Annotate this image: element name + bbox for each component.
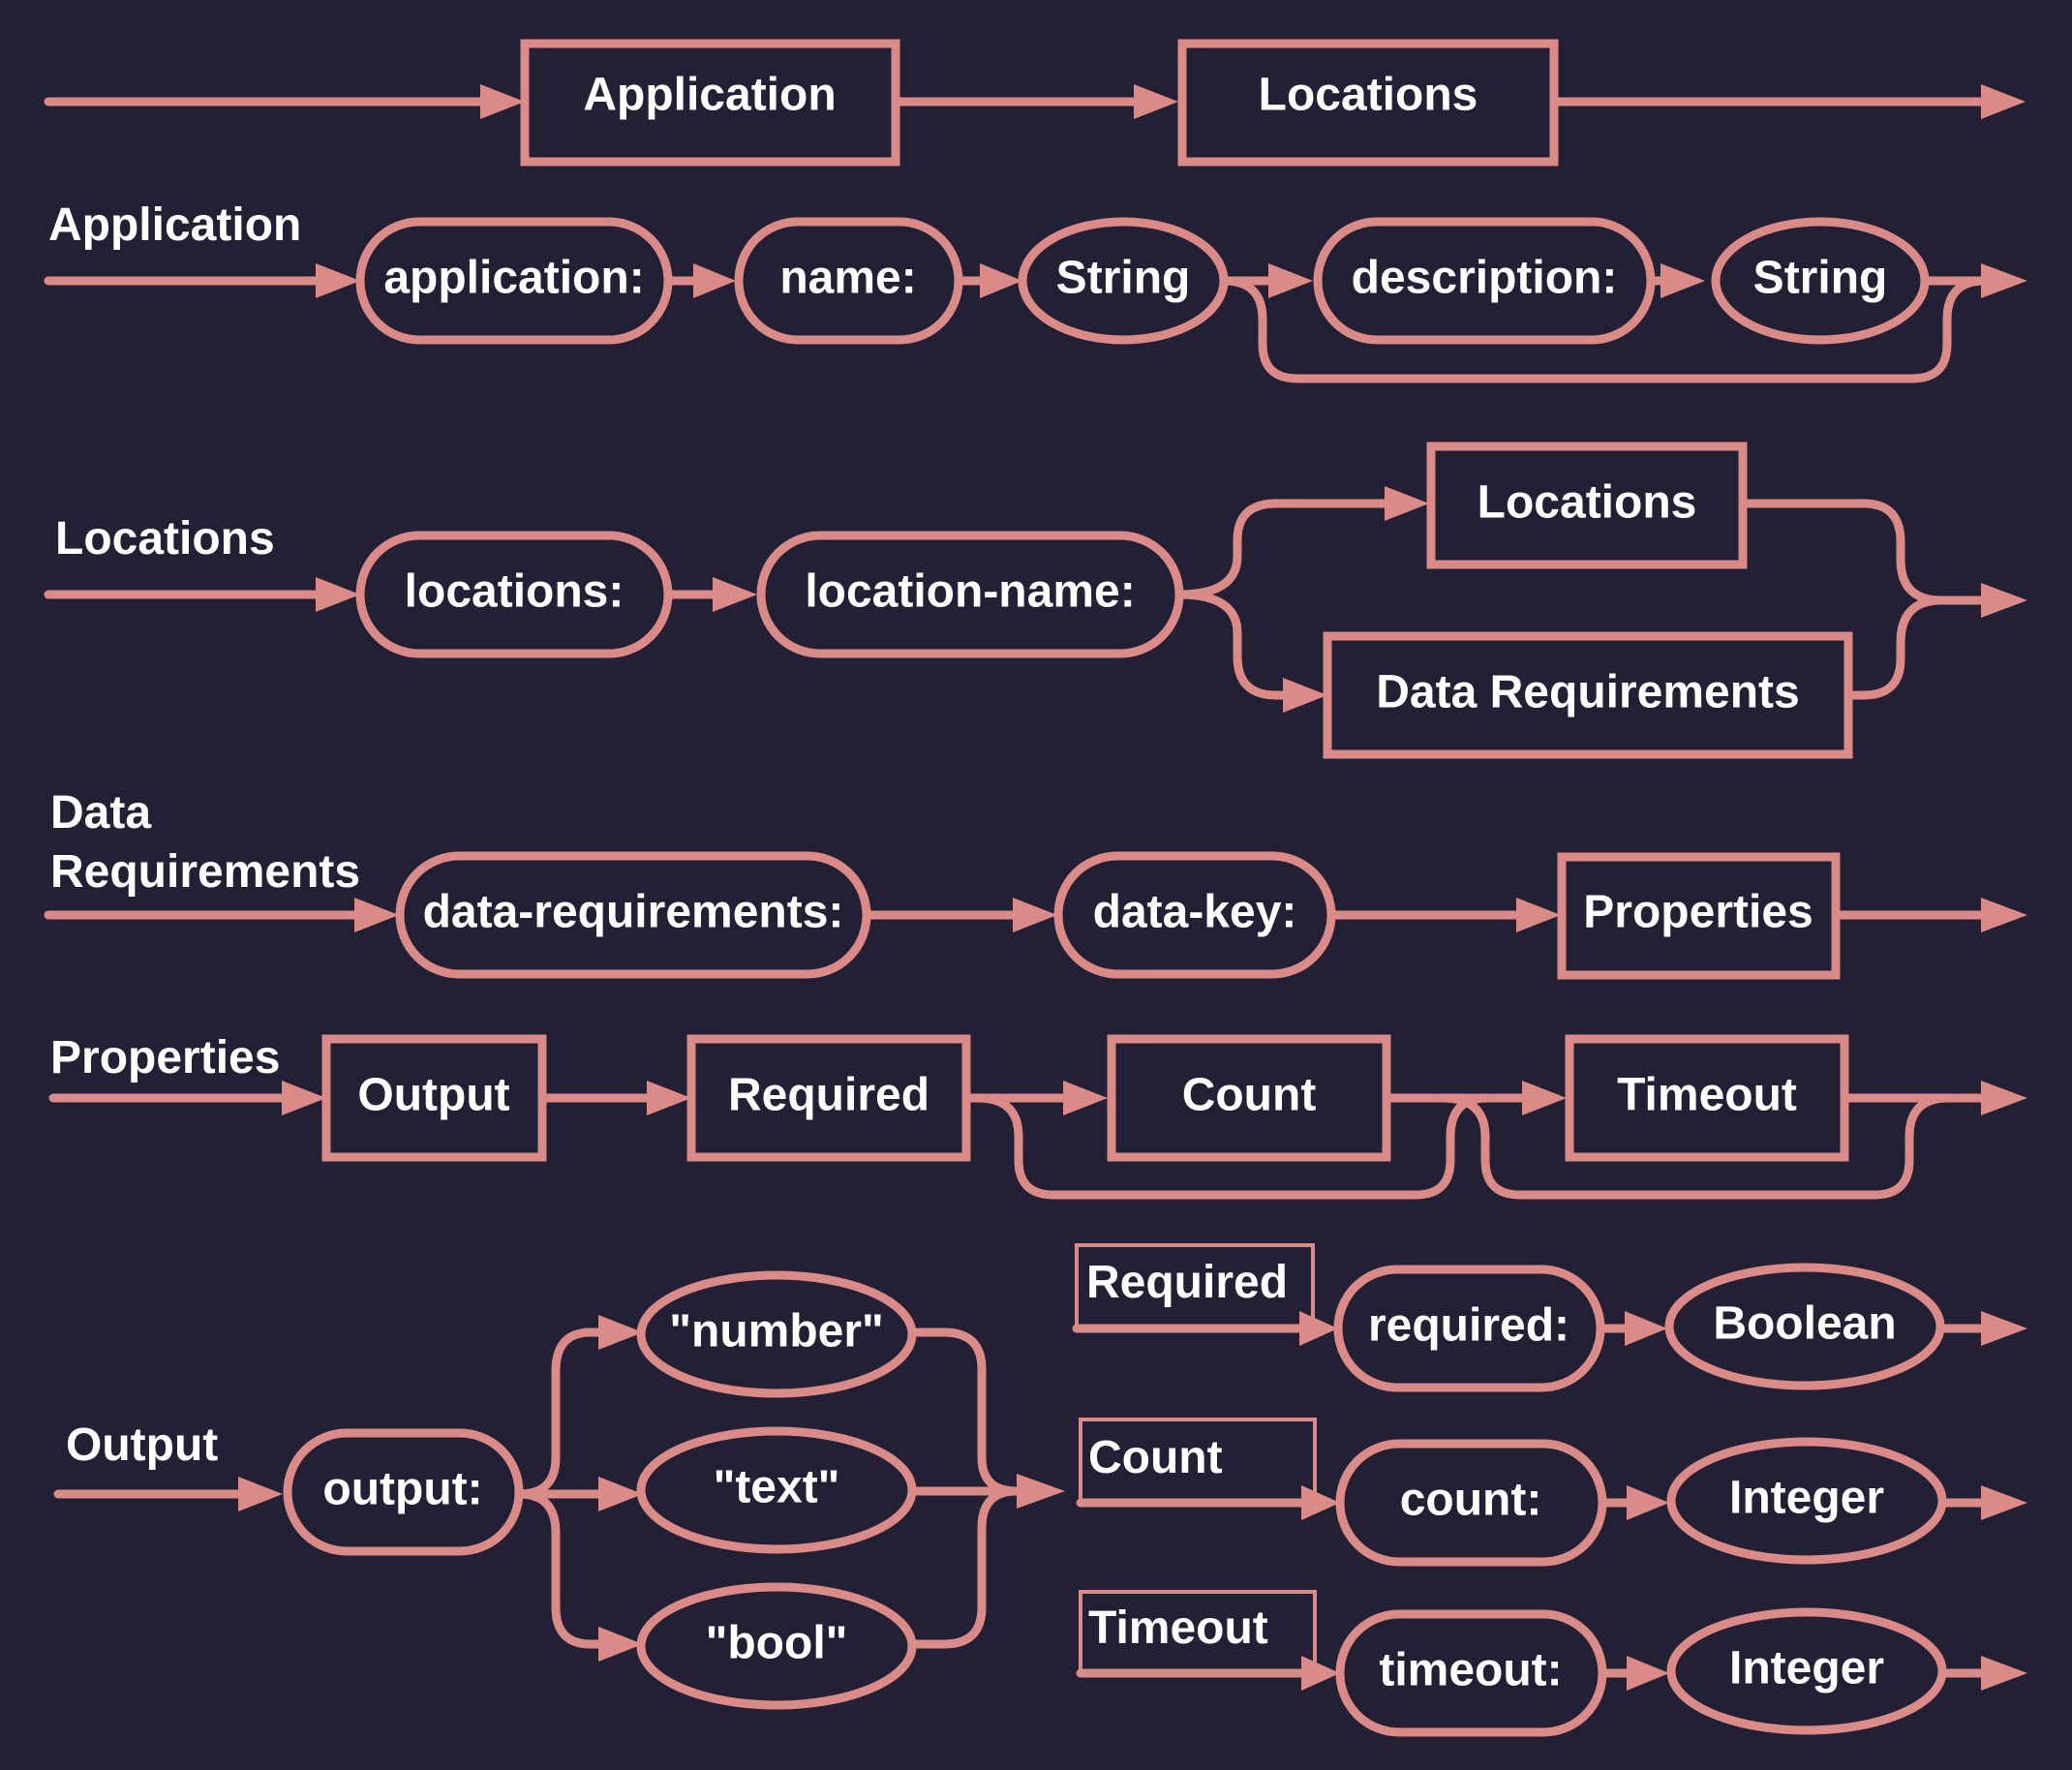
location-name-keyword-terminal — [756, 531, 1184, 658]
description-string-label: String — [1753, 253, 1888, 304]
output-keyword-label: output: — [322, 1464, 482, 1515]
name-string-type — [1018, 217, 1229, 345]
top-locations-label: Locations — [1259, 70, 1478, 121]
count-integer-type — [1666, 1437, 1947, 1565]
timeout-ref-box — [1565, 1034, 1849, 1162]
data-requirements-ref-label: Data Requirements — [1376, 667, 1799, 718]
timeout-ref-label: Timeout — [1617, 1070, 1797, 1121]
count-rule-title: Count — [1088, 1432, 1223, 1483]
properties-rule-title: Properties — [50, 1032, 280, 1083]
count-ref-box — [1107, 1034, 1391, 1162]
row-required: Required required: Boolean — [1072, 1243, 2027, 1392]
number-literal — [636, 1270, 917, 1398]
required-rule-title: Required — [1086, 1257, 1288, 1308]
required-keyword-label: required: — [1368, 1300, 1569, 1352]
count-keyword-label: count: — [1400, 1475, 1542, 1526]
bool-literal — [636, 1582, 917, 1710]
data-requirements-rule-title-line1: Data — [50, 787, 151, 839]
required-ref-label: Required — [728, 1070, 929, 1121]
timeout-integer-label: Integer — [1729, 1643, 1884, 1694]
row-data-requirements: Data Requirements data-requirements: dat… — [44, 787, 2027, 980]
top-locations-box — [1177, 39, 1559, 167]
application-keyword-terminal — [355, 217, 673, 345]
data-requirements-keyword-label: data-requirements: — [423, 887, 844, 938]
required-ref-box — [686, 1034, 971, 1162]
timeout-integer-type — [1666, 1607, 1947, 1735]
output-keyword-terminal — [283, 1428, 524, 1556]
data-key-keyword-label: data-key: — [1093, 887, 1297, 938]
data-requirements-rule-title-line2: Requirements — [50, 846, 360, 898]
timeout-keyword-terminal — [1335, 1609, 1607, 1737]
location-name-keyword-label: location-name: — [805, 566, 1135, 618]
description-keyword-terminal — [1313, 217, 1656, 345]
row-locations: Locations locations: location-name: Loca… — [44, 442, 2027, 759]
name-keyword-label: name: — [779, 253, 916, 304]
data-requirements-ref-box — [1323, 631, 1853, 759]
locations-keyword-terminal — [355, 531, 673, 658]
required-keyword-terminal — [1333, 1265, 1605, 1392]
number-literal-label: "number" — [669, 1306, 884, 1358]
output-ref-box — [321, 1034, 547, 1162]
locations-rule-title: Locations — [55, 513, 275, 565]
application-keyword-label: application: — [383, 253, 644, 304]
timeout-keyword-label: timeout: — [1379, 1645, 1562, 1696]
text-literal — [636, 1426, 917, 1554]
properties-ref-label: Properties — [1583, 887, 1813, 938]
top-application-box — [520, 39, 900, 167]
locations-ref-label: Locations — [1478, 477, 1697, 529]
count-keyword-terminal — [1335, 1439, 1607, 1567]
locations-keyword-label: locations: — [405, 566, 625, 618]
bool-literal-label: "bool" — [706, 1618, 848, 1669]
row-count: Count count: Integer — [1076, 1418, 2027, 1567]
text-literal-label: "text" — [714, 1462, 840, 1513]
row-timeout: Timeout timeout: Integer — [1076, 1590, 2027, 1737]
name-string-label: String — [1056, 253, 1191, 304]
boolean-type-label: Boolean — [1713, 1298, 1896, 1350]
count-ref-label: Count — [1182, 1070, 1317, 1121]
row-application: Application application: name: String de… — [44, 199, 2027, 383]
application-rule-title: Application — [48, 199, 301, 251]
boolean-type — [1664, 1263, 1945, 1390]
top-application-label: Application — [583, 70, 836, 121]
name-keyword-terminal — [734, 217, 963, 345]
row-top: Application Locations — [44, 39, 2026, 167]
output-ref-label: Output — [357, 1070, 509, 1121]
output-rule-title: Output — [66, 1419, 218, 1471]
locations-ref-box — [1426, 442, 1748, 569]
properties-ref-box — [1557, 852, 1841, 980]
data-key-keyword-terminal — [1053, 851, 1336, 979]
description-keyword-label: description: — [1352, 253, 1618, 304]
row-properties: Properties Output Required Count Timeout — [48, 1032, 2027, 1200]
count-integer-label: Integer — [1729, 1473, 1884, 1524]
timeout-rule-title: Timeout — [1088, 1602, 1268, 1654]
row-output: Output output: "number" "text" "bool" — [53, 1270, 1065, 1710]
description-string-type — [1711, 217, 1930, 345]
data-requirements-keyword-terminal — [395, 851, 871, 979]
